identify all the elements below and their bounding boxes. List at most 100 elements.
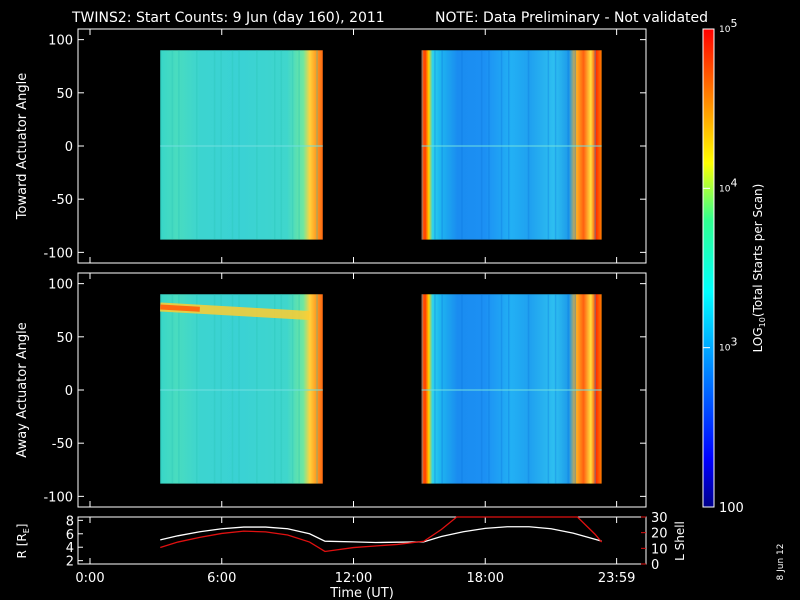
away-streak bbox=[256, 294, 258, 484]
orbit-right-ylabel: L Shell bbox=[673, 521, 687, 561]
colorbar-tick-label: 100 bbox=[719, 501, 744, 516]
orbit-right-ytick-label: 0 bbox=[651, 558, 659, 573]
away-band-core bbox=[160, 304, 200, 312]
l-shell-line bbox=[160, 516, 603, 553]
toward-streak bbox=[434, 50, 436, 240]
toward-ylabel: Toward Actuator Angle bbox=[15, 73, 30, 220]
orbit-right-ytick-label: 20 bbox=[651, 527, 668, 542]
away-streak bbox=[298, 294, 300, 484]
orbit-lines bbox=[160, 516, 603, 553]
toward-streak bbox=[441, 50, 443, 240]
colorbar-ticks: 100 103 104 105 bbox=[703, 17, 744, 516]
toward-streak bbox=[547, 50, 550, 240]
toward-streak bbox=[213, 50, 216, 240]
away-streak bbox=[554, 294, 557, 484]
away-streak bbox=[213, 294, 216, 484]
toward-streak bbox=[594, 50, 596, 240]
away-streak bbox=[500, 294, 503, 484]
toward-zero-band bbox=[421, 145, 602, 147]
toward-streak bbox=[507, 50, 510, 240]
toward-streak bbox=[500, 50, 503, 240]
toward-zero-band bbox=[160, 145, 323, 147]
away-streak bbox=[231, 294, 234, 484]
toward-streak bbox=[554, 50, 557, 240]
toward-block-1 bbox=[160, 50, 323, 240]
toward-streak bbox=[280, 50, 283, 240]
orbit-left-ytick-label: 6 bbox=[66, 528, 74, 543]
away-streak bbox=[291, 294, 294, 484]
away-streak bbox=[280, 294, 283, 484]
toward-streak bbox=[461, 50, 463, 240]
toward-streak bbox=[238, 50, 240, 240]
xtick-label: 6:00 bbox=[207, 571, 236, 586]
toward-streak bbox=[527, 50, 530, 240]
away-streak bbox=[171, 294, 174, 484]
toward-ytick-label: 0 bbox=[65, 140, 73, 155]
away-streak bbox=[567, 294, 569, 484]
away-zero-band bbox=[421, 389, 602, 391]
away-streak bbox=[488, 294, 490, 484]
toward-streak bbox=[480, 50, 483, 240]
away-ytick-label: 50 bbox=[56, 331, 73, 346]
orbit-left-ytick-label: 8 bbox=[66, 514, 74, 529]
away-streak bbox=[274, 294, 276, 484]
away-ytick-label: -100 bbox=[43, 490, 73, 505]
preliminary-note: NOTE: Data Preliminary - Not validated bbox=[435, 10, 708, 26]
away-ytick-label: 0 bbox=[65, 384, 73, 399]
toward-streak bbox=[298, 50, 300, 240]
toward-ytick-label: 100 bbox=[48, 34, 73, 49]
away-streak bbox=[507, 294, 510, 484]
axes-layer: 100500-50-100100500-50-100246801020300:0… bbox=[43, 29, 668, 586]
away-block-1 bbox=[160, 294, 323, 484]
datestamp: 8 Jun 12 bbox=[776, 544, 786, 581]
xaxis-label: Time (UT) bbox=[329, 586, 394, 600]
toward-ytick-label: -50 bbox=[52, 193, 73, 208]
toward-ytick-label: 50 bbox=[56, 87, 73, 102]
away-ylabel: Away Actuator Angle bbox=[15, 322, 30, 457]
away-streak bbox=[441, 294, 443, 484]
xtick-label: 18:00 bbox=[467, 571, 504, 586]
toward-streak bbox=[316, 50, 318, 240]
toward-streak bbox=[171, 50, 174, 240]
toward-streak bbox=[256, 50, 258, 240]
toward-streak bbox=[196, 50, 198, 240]
away-streak bbox=[547, 294, 550, 484]
away-streak bbox=[178, 294, 180, 484]
away-streak bbox=[238, 294, 240, 484]
toward-block-2 bbox=[421, 50, 602, 240]
toward-streak bbox=[274, 50, 276, 240]
toward-streak bbox=[574, 50, 577, 240]
xtick-label: 12:00 bbox=[335, 571, 372, 586]
toward-streak bbox=[291, 50, 294, 240]
away-streak bbox=[574, 294, 577, 484]
away-ytick-label: 100 bbox=[48, 278, 73, 293]
orbit-right-ytick-label: 30 bbox=[651, 511, 668, 526]
away-block-2 bbox=[421, 294, 602, 484]
away-ytick-label: -50 bbox=[52, 437, 73, 452]
away-streak bbox=[316, 294, 318, 484]
toward-streak bbox=[160, 50, 162, 240]
xtick-label: 23:59 bbox=[598, 571, 635, 586]
orbit-left-ylabel: R [RE] bbox=[15, 524, 31, 559]
toward-streak bbox=[220, 50, 222, 240]
colorbar-tick-label: 104 bbox=[719, 176, 737, 194]
away-streak bbox=[461, 294, 463, 484]
toward-streak bbox=[178, 50, 180, 240]
away-streak bbox=[421, 294, 424, 484]
toward-streak bbox=[488, 50, 490, 240]
away-streak bbox=[220, 294, 222, 484]
away-streak bbox=[527, 294, 530, 484]
toward-streak bbox=[231, 50, 234, 240]
away-streak bbox=[196, 294, 198, 484]
toward-heatmap bbox=[160, 50, 602, 240]
away-streak bbox=[480, 294, 483, 484]
orbit-left-ytick-label: 2 bbox=[66, 555, 74, 570]
away-streak bbox=[434, 294, 436, 484]
orbit-right-ytick-label: 10 bbox=[651, 542, 668, 557]
colorbar-tick-label: 103 bbox=[719, 336, 737, 354]
away-zero-band bbox=[160, 389, 323, 391]
orbit-left-ytick-label: 4 bbox=[66, 541, 74, 556]
away-heatmap bbox=[160, 294, 602, 484]
colorbar-tick-label: 105 bbox=[719, 17, 737, 35]
